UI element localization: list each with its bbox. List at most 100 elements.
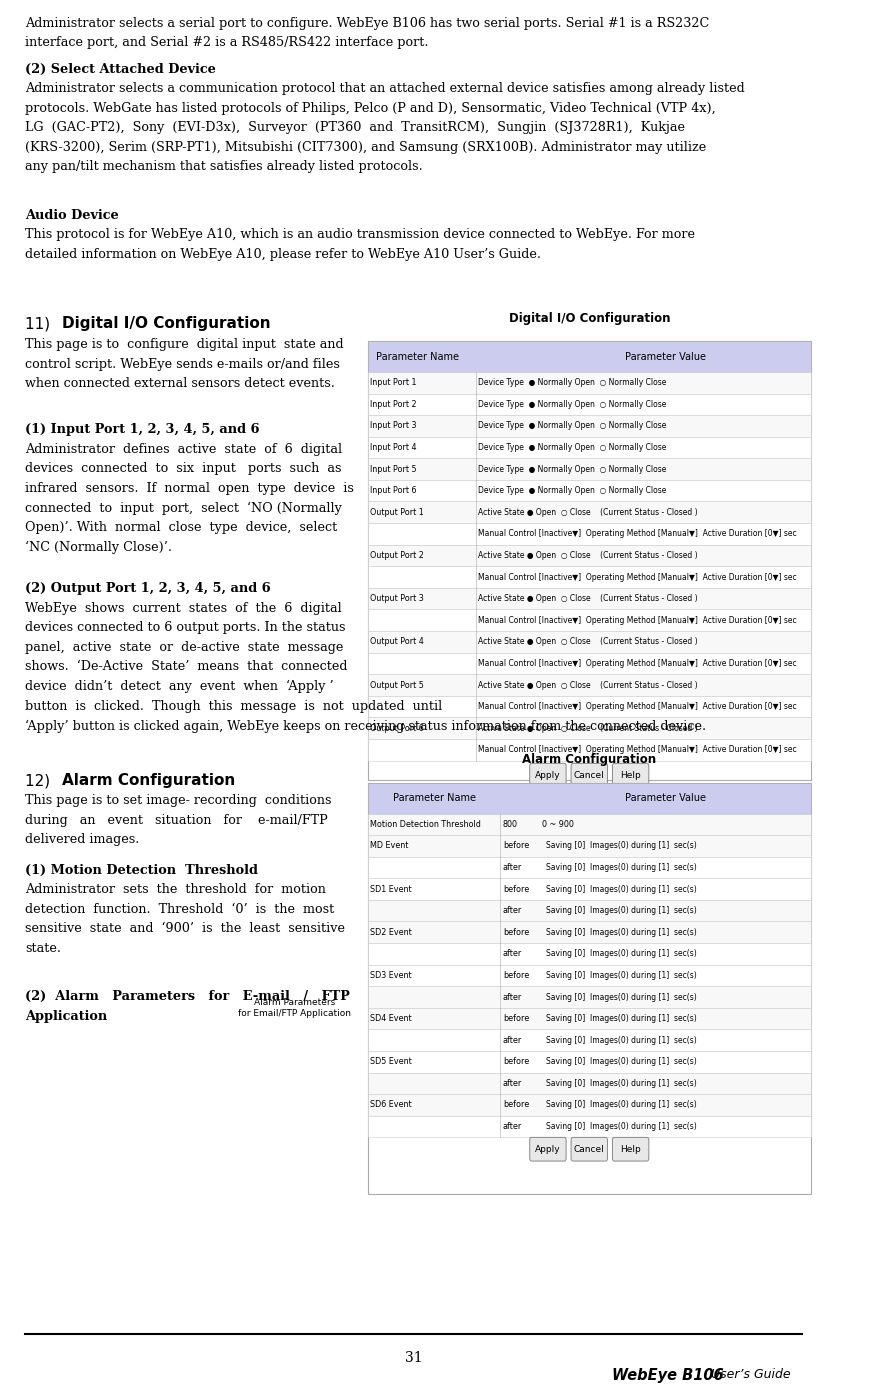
Text: Device Type  ● Normally Open  ○ Normally Close: Device Type ● Normally Open ○ Normally C…	[478, 443, 667, 451]
Text: after: after	[502, 993, 522, 1002]
Bar	[368, 674, 811, 695]
Text: SD1 Event: SD1 Event	[370, 885, 411, 893]
Text: (2) Output Port 1, 2, 3, 4, 5, and 6: (2) Output Port 1, 2, 3, 4, 5, and 6	[25, 582, 270, 595]
Text: Manual Control [Inactive▼]  Operating Method [Manual▼]  Active Duration [0▼] sec: Manual Control [Inactive▼] Operating Met…	[478, 616, 796, 624]
Text: SD6 Event: SD6 Event	[370, 1100, 411, 1109]
Text: MD Event: MD Event	[370, 841, 408, 850]
Text: Manual Control [Inactive▼]  Operating Method [Manual▼]  Active Duration [0▼] sec: Manual Control [Inactive▼] Operating Met…	[478, 659, 796, 667]
Bar	[368, 1052, 811, 1073]
Text: after: after	[502, 907, 522, 915]
Text: Input Port 2: Input Port 2	[370, 400, 416, 408]
Bar	[368, 652, 811, 674]
Bar	[368, 501, 811, 522]
Text: Saving [0]  Images(0) during [1]  sec(s): Saving [0] Images(0) during [1] sec(s)	[546, 971, 697, 979]
Text: User’s Guide: User’s Guide	[707, 1368, 791, 1380]
Bar	[368, 738, 811, 761]
Bar	[368, 1073, 811, 1095]
Text: Device Type  ● Normally Open  ○ Normally Close: Device Type ● Normally Open ○ Normally C…	[478, 465, 667, 474]
Text: Active State ● Open  ○ Close    (Current Status - Closed ): Active State ● Open ○ Close (Current Sta…	[478, 552, 698, 560]
Text: Digital I/O Configuration: Digital I/O Configuration	[62, 316, 271, 332]
Text: before: before	[502, 1100, 529, 1109]
Text: Saving [0]  Images(0) during [1]  sec(s): Saving [0] Images(0) during [1] sec(s)	[546, 1014, 697, 1022]
Text: after: after	[502, 1123, 522, 1131]
Text: Saving [0]  Images(0) during [1]  sec(s): Saving [0] Images(0) during [1] sec(s)	[546, 841, 697, 850]
Text: Active State ● Open  ○ Close    (Current Status - Closed ): Active State ● Open ○ Close (Current Sta…	[478, 508, 698, 517]
Text: before: before	[502, 841, 529, 850]
Text: Administrator  sets  the  threshold  for  motion
detection  function.  Threshold: Administrator sets the threshold for mot…	[25, 883, 344, 954]
Text: Output Port 3: Output Port 3	[370, 595, 424, 603]
Text: Manual Control [Inactive▼]  Operating Method [Manual▼]  Active Duration [0▼] sec: Manual Control [Inactive▼] Operating Met…	[478, 573, 796, 581]
Bar	[368, 943, 811, 965]
Text: Input Port 6: Input Port 6	[370, 486, 416, 495]
Bar	[368, 341, 811, 780]
Text: after: after	[502, 950, 522, 958]
Text: This protocol is for WebEye A10, which is an audio transmission device connected: This protocol is for WebEye A10, which i…	[25, 228, 695, 260]
Text: 12): 12)	[25, 773, 55, 788]
Bar	[368, 415, 811, 436]
Bar	[368, 1095, 811, 1116]
Text: before: before	[502, 885, 529, 893]
Text: before: before	[502, 1014, 529, 1022]
Text: SD3 Event: SD3 Event	[370, 971, 411, 979]
Text: SD4 Event: SD4 Event	[370, 1014, 411, 1022]
Text: Cancel: Cancel	[574, 770, 605, 780]
Text: Manual Control [Inactive▼]  Operating Method [Manual▼]  Active Duration [0▼] sec: Manual Control [Inactive▼] Operating Met…	[478, 745, 796, 754]
Bar	[368, 588, 811, 609]
Text: Input Port 3: Input Port 3	[370, 422, 416, 430]
Text: WebEye B106: WebEye B106	[612, 1368, 724, 1383]
Text: Input Port 5: Input Port 5	[370, 465, 416, 474]
Bar	[368, 1116, 811, 1138]
Bar	[368, 341, 811, 372]
Text: before: before	[502, 928, 529, 936]
Text: Parameter Name: Parameter Name	[376, 351, 459, 362]
Text: Active State ● Open  ○ Close    (Current Status - Closed ): Active State ● Open ○ Close (Current Sta…	[478, 638, 698, 646]
Bar	[368, 631, 811, 652]
Text: Saving [0]  Images(0) during [1]  sec(s): Saving [0] Images(0) during [1] sec(s)	[546, 950, 697, 958]
Text: Administrator selects a communication protocol that an attached external device : Administrator selects a communication pr…	[25, 82, 744, 173]
Text: Output Port 6: Output Port 6	[370, 724, 424, 733]
Text: before: before	[502, 971, 529, 979]
Text: Device Type  ● Normally Open  ○ Normally Close: Device Type ● Normally Open ○ Normally C…	[478, 400, 667, 408]
Text: Output Port 2: Output Port 2	[370, 552, 424, 560]
Text: Device Type  ● Normally Open  ○ Normally Close: Device Type ● Normally Open ○ Normally C…	[478, 422, 667, 430]
Bar	[368, 522, 811, 545]
Text: Alarm Parameters
for Email/FTP Application: Alarm Parameters for Email/FTP Applicati…	[238, 999, 351, 1017]
Text: Saving [0]  Images(0) during [1]  sec(s): Saving [0] Images(0) during [1] sec(s)	[546, 907, 697, 915]
Text: Parameter Name: Parameter Name	[393, 793, 476, 804]
Text: after: after	[502, 1080, 522, 1088]
Text: 800: 800	[502, 820, 517, 829]
Bar	[368, 717, 811, 738]
Bar	[368, 393, 811, 415]
Text: after: after	[502, 864, 522, 872]
Text: Saving [0]  Images(0) during [1]  sec(s): Saving [0] Images(0) during [1] sec(s)	[546, 864, 697, 872]
Bar	[368, 458, 811, 479]
Text: Saving [0]  Images(0) during [1]  sec(s): Saving [0] Images(0) during [1] sec(s)	[546, 993, 697, 1002]
Text: Output Port 4: Output Port 4	[370, 638, 424, 646]
Bar	[368, 922, 811, 943]
Text: after: after	[502, 1036, 522, 1045]
Text: Manual Control [Inactive▼]  Operating Method [Manual▼]  Active Duration [0▼] sec: Manual Control [Inactive▼] Operating Met…	[478, 529, 796, 538]
Text: Device Type  ● Normally Open  ○ Normally Close: Device Type ● Normally Open ○ Normally C…	[478, 486, 667, 495]
Text: Digital I/O Configuration: Digital I/O Configuration	[509, 312, 670, 325]
Text: Output Port 5: Output Port 5	[370, 681, 424, 690]
Text: Saving [0]  Images(0) during [1]  sec(s): Saving [0] Images(0) during [1] sec(s)	[546, 1036, 697, 1045]
Text: Motion Detection Threshold: Motion Detection Threshold	[370, 820, 480, 829]
Bar	[368, 965, 811, 986]
FancyBboxPatch shape	[571, 1138, 608, 1162]
Text: (2)  Alarm   Parameters   for   E-mail   /   FTP
Application: (2) Alarm Parameters for E-mail / FTP Ap…	[25, 990, 350, 1022]
Text: Device Type  ● Normally Open  ○ Normally Close: Device Type ● Normally Open ○ Normally C…	[478, 379, 667, 387]
Text: 31: 31	[404, 1351, 422, 1365]
Bar	[368, 479, 811, 501]
Text: 11): 11)	[25, 316, 55, 332]
Bar	[368, 814, 811, 836]
Text: SD2 Event: SD2 Event	[370, 928, 411, 936]
FancyBboxPatch shape	[613, 1138, 649, 1162]
Text: (1) Input Port 1, 2, 3, 4, 5, and 6: (1) Input Port 1, 2, 3, 4, 5, and 6	[25, 423, 260, 436]
Text: This page is to set image- recording  conditions
during   an   event   situation: This page is to set image- recording con…	[25, 794, 331, 846]
Bar	[368, 783, 811, 814]
Text: 0 ~ 900: 0 ~ 900	[541, 820, 574, 829]
Text: Input Port 1: Input Port 1	[370, 379, 416, 387]
Bar	[368, 372, 811, 393]
Text: WebEye  shows  current  states  of  the  6  digital
devices connected to 6 outpu: WebEye shows current states of the 6 dig…	[25, 602, 706, 733]
FancyBboxPatch shape	[530, 763, 566, 787]
